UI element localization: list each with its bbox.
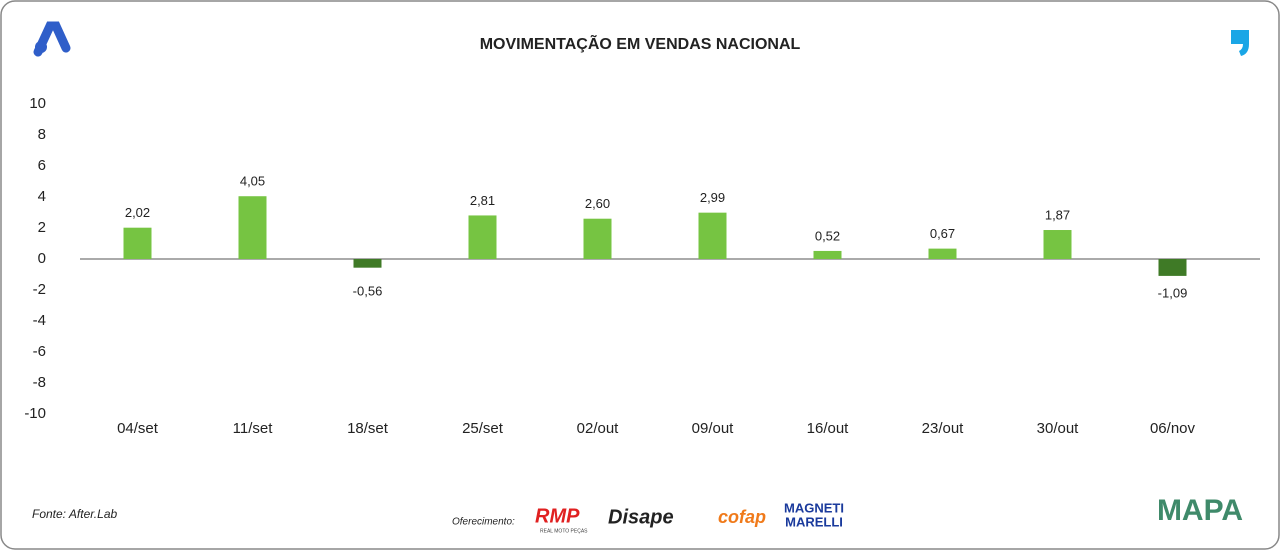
y-tick-label: -10: [24, 405, 46, 422]
sponsor: cofap: [718, 507, 766, 527]
sponsor-label: Oferecimento:: [452, 517, 515, 528]
y-tick-label: 4: [38, 188, 46, 205]
value-label: -1,09: [1158, 285, 1188, 300]
x-tick-label: 16/out: [807, 420, 850, 437]
value-label: 2,02: [125, 205, 150, 220]
x-tick-label: 23/out: [922, 420, 965, 437]
value-label: -0,56: [353, 283, 383, 298]
value-label: 0,67: [930, 226, 955, 241]
y-tick-label: -8: [33, 374, 46, 391]
bar: [238, 196, 267, 259]
x-tick-label: 30/out: [1037, 420, 1080, 437]
x-tick-label: 25/set: [462, 420, 504, 437]
x-tick-label: 18/set: [347, 420, 389, 437]
sponsor: Disape: [608, 506, 674, 528]
value-label: 4,05: [240, 174, 265, 189]
bar: [468, 215, 497, 259]
y-tick-label: 6: [38, 157, 46, 174]
brand: MAPA: [1157, 494, 1243, 527]
bar: [698, 212, 727, 259]
value-label: 0,52: [815, 228, 840, 243]
y-tick-label: 2: [38, 219, 46, 236]
sponsor: RMP: [535, 505, 580, 527]
sponsor: MAGNETI: [784, 500, 844, 515]
y-tick-label: 0: [38, 250, 46, 267]
bar: [813, 250, 842, 259]
sponsor: MARELLI: [785, 514, 843, 529]
x-tick-label: 04/set: [117, 420, 159, 437]
y-tick-label: -6: [33, 343, 46, 360]
value-label: 2,81: [470, 193, 495, 208]
logo-left: [33, 21, 71, 57]
x-tick-label: 11/set: [233, 420, 274, 437]
sponsor: REAL MOTO PEÇAS: [540, 528, 588, 534]
x-tick-label: 06/nov: [1150, 420, 1196, 437]
x-tick-label: 09/out: [692, 420, 735, 437]
bar: [928, 248, 957, 259]
bar: [353, 259, 382, 268]
source: Fonte: After.Lab: [32, 507, 117, 521]
y-tick-label: -4: [33, 312, 46, 329]
chart-title: MOVIMENTAÇÃO EM VENDAS NACIONAL: [480, 33, 801, 53]
bar: [1043, 230, 1072, 259]
y-tick-label: -2: [33, 281, 46, 298]
value-label: 1,87: [1045, 207, 1070, 222]
value-label: 2,60: [585, 196, 610, 211]
y-tick-label: 10: [29, 95, 46, 112]
bar: [1158, 259, 1187, 276]
x-tick-label: 02/out: [577, 420, 620, 437]
y-tick-label: 8: [38, 126, 46, 143]
logo-right: [1231, 30, 1249, 56]
value-label: 2,99: [700, 190, 725, 205]
bar: [583, 218, 612, 259]
bar: [123, 227, 152, 259]
